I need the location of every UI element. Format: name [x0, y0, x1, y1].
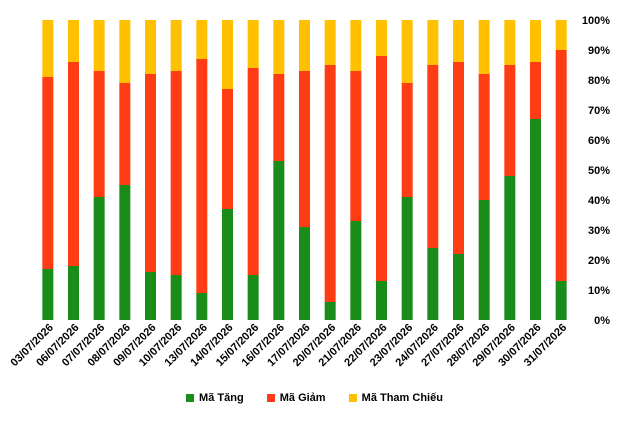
bar-segment-ma-tham-chieu-3 [119, 20, 131, 83]
bar-segment-ma-tham-chieu-2 [93, 20, 105, 71]
bar-segment-ma-giam-15 [427, 65, 439, 248]
legend-swatch-ma-tham-chieu [348, 394, 357, 403]
y-axis: 0% 10% 20% 30% 40% 50% 60% 70% 80% 90% 100% [582, 15, 610, 327]
legend-item-ma-tham-chieu: Mã Tham Chiếu [348, 392, 443, 405]
bar-segment-ma-tham-chieu-20 [555, 20, 567, 50]
bar-segment-ma-tang-8 [247, 275, 259, 320]
bar-segment-ma-giam-0 [42, 77, 54, 269]
bar-segment-ma-tang-1 [68, 266, 79, 320]
bar-segment-ma-tham-chieu-12 [350, 20, 362, 71]
y-tick-label: 40% [588, 195, 610, 207]
legend-swatch-ma-tang [186, 394, 195, 403]
bar-segment-ma-tang-5 [170, 275, 182, 320]
bar-segment-ma-tham-chieu-16 [453, 20, 464, 62]
x-axis: 03/07/202606/07/202607/07/202608/07/2026… [9, 322, 570, 369]
y-tick-label: 90% [588, 45, 610, 57]
bar-segment-ma-tham-chieu-15 [427, 20, 439, 65]
bar-segment-ma-tang-17 [478, 200, 490, 320]
bar-segment-ma-tang-15 [427, 248, 439, 320]
bar-segment-ma-giam-8 [247, 68, 259, 275]
y-tick-label: 10% [588, 285, 610, 297]
bar-segment-ma-tham-chieu-9 [273, 20, 285, 74]
bar-segment-ma-tham-chieu-0 [42, 20, 54, 77]
bar-segment-ma-giam-16 [453, 62, 464, 254]
bar-segment-ma-giam-14 [401, 83, 413, 197]
y-tick-label: 30% [588, 225, 610, 237]
bar-segment-ma-tham-chieu-10 [299, 20, 310, 71]
bar-segment-ma-tham-chieu-11 [324, 20, 336, 65]
bar-segment-ma-tang-12 [350, 221, 362, 320]
bar-segment-ma-giam-5 [170, 71, 182, 275]
legend-swatch-ma-giam [266, 394, 275, 403]
bar-segment-ma-giam-7 [222, 89, 233, 209]
y-tick-label: 100% [582, 15, 610, 27]
bar-segment-ma-giam-12 [350, 71, 362, 221]
bar-segment-ma-giam-9 [273, 74, 285, 161]
bar-segment-ma-tang-10 [299, 227, 310, 320]
bar-segment-ma-tang-9 [273, 161, 285, 320]
bar-segment-ma-tang-20 [555, 281, 567, 320]
y-tick-label: 50% [588, 165, 610, 177]
y-tick-label: 20% [588, 255, 610, 267]
y-tick-label: 60% [588, 135, 610, 147]
bar-segment-ma-tham-chieu-6 [196, 20, 208, 59]
bar-segment-ma-tham-chieu-17 [478, 20, 490, 74]
legend-item-ma-tang: Mã Tăng [186, 392, 244, 404]
bar-segment-ma-tang-3 [119, 185, 131, 320]
legend-label-ma-tham-chieu: Mã Tham Chiếu [361, 392, 443, 405]
bar-segment-ma-tham-chieu-4 [145, 20, 156, 74]
bar-segment-ma-giam-1 [68, 62, 79, 266]
bar-segment-ma-giam-10 [299, 71, 310, 227]
bar-segment-ma-tang-16 [453, 254, 464, 320]
bar-segment-ma-tang-2 [93, 197, 105, 320]
bar-segment-ma-tham-chieu-5 [170, 20, 182, 71]
bar-segment-ma-tang-14 [401, 197, 413, 320]
bar-segment-ma-tang-19 [530, 119, 541, 320]
legend: Mã Tăng Mã Giảm Mã Tham Chiếu [0, 392, 629, 404]
bar-segment-ma-tang-13 [376, 281, 387, 320]
bar-segment-ma-tang-6 [196, 293, 208, 320]
y-tick-label: 70% [588, 105, 610, 117]
legend-item-ma-giam: Mã Giảm [266, 392, 326, 405]
bar-segment-ma-giam-13 [376, 56, 387, 281]
bar-segment-ma-giam-11 [324, 65, 336, 302]
bar-segment-ma-tang-4 [145, 272, 156, 320]
bar-segment-ma-giam-6 [196, 59, 208, 293]
bar-segment-ma-tham-chieu-1 [68, 20, 79, 62]
bar-segment-ma-giam-17 [478, 74, 490, 200]
bar-segment-ma-tang-0 [42, 269, 54, 320]
bar-segment-ma-giam-18 [504, 65, 516, 176]
legend-label-ma-giam: Mã Giảm [279, 392, 326, 405]
bar-segment-ma-tham-chieu-18 [504, 20, 516, 65]
bars-group [42, 20, 567, 320]
bar-segment-ma-giam-3 [119, 83, 131, 185]
bar-segment-ma-tang-18 [504, 176, 516, 320]
bar-segment-ma-tham-chieu-19 [530, 20, 541, 62]
bar-segment-ma-tham-chieu-7 [222, 20, 233, 89]
bar-segment-ma-giam-19 [530, 62, 541, 119]
y-tick-label: 80% [588, 75, 610, 87]
bar-segment-ma-tang-11 [324, 302, 336, 320]
bar-segment-ma-tham-chieu-14 [401, 20, 413, 83]
bar-segment-ma-giam-4 [145, 74, 156, 272]
legend-label-ma-tang: Mã Tăng [199, 392, 244, 405]
bar-segment-ma-tham-chieu-13 [376, 20, 387, 56]
bar-segment-ma-tham-chieu-8 [247, 20, 259, 68]
bar-segment-ma-giam-2 [93, 71, 105, 197]
y-tick-label: 0% [594, 315, 610, 327]
bar-segment-ma-tang-7 [222, 209, 233, 320]
bar-segment-ma-giam-20 [555, 50, 567, 281]
